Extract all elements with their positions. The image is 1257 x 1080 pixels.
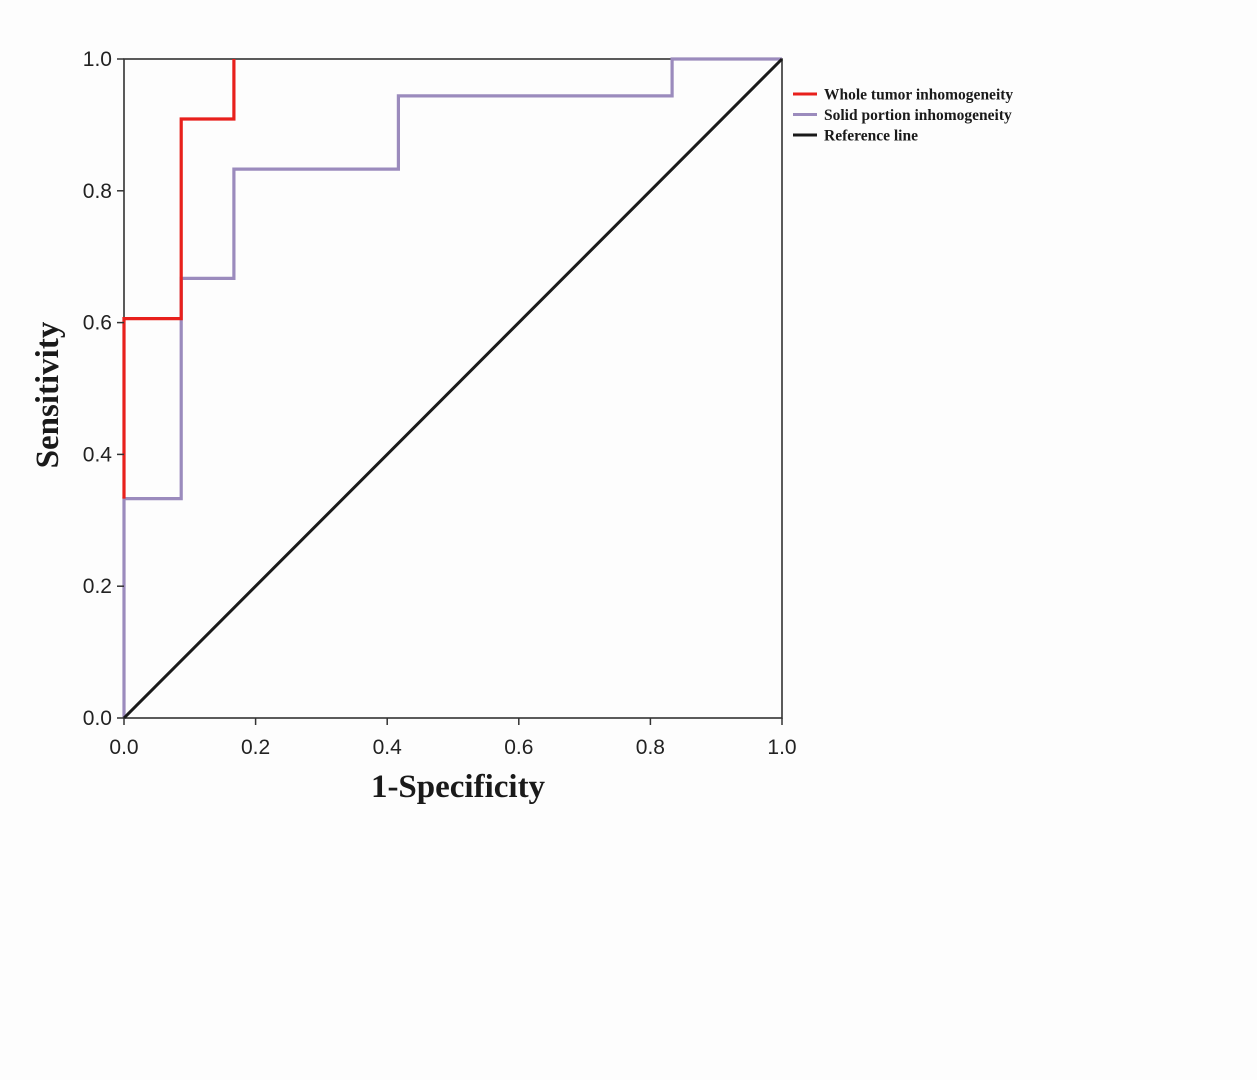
series-line-3	[122, 57, 784, 720]
y-tick-label: 1.0	[83, 48, 112, 71]
x-tick-label: 0.4	[373, 736, 403, 759]
axes-layer: 0.0 0.2 0.4 0.6 0.8 1.0 0.0 0.2 0.4 0.6 0.8 1.0	[83, 48, 797, 759]
y-tick-label: 0.8	[83, 180, 112, 203]
x-tick-label: 0.0	[109, 736, 138, 759]
y-axis-title: Sensitivity	[30, 321, 66, 468]
series-line-1	[122, 59, 236, 499]
legend: Whole tumor inhomogeneity Solid portion i…	[793, 87, 1013, 145]
x-tick-label: 0.2	[241, 736, 270, 759]
legend-label-1: Whole tumor inhomogeneity	[824, 87, 1013, 104]
series-layer	[122, 57, 784, 720]
legend-label-3: Reference line	[824, 128, 918, 145]
x-axis-title: 1-Specificity	[371, 769, 546, 805]
x-tick-label: 0.8	[636, 736, 665, 759]
y-tick-label: 0.0	[83, 707, 112, 730]
y-tick-label: 0.6	[83, 312, 112, 335]
y-tick-label: 0.2	[83, 575, 112, 598]
x-tick-label: 1.0	[767, 736, 796, 759]
x-tick-label: 0.6	[504, 736, 533, 759]
series-line-2	[122, 57, 782, 718]
y-tick-label: 0.4	[83, 443, 113, 466]
legend-label-2: Solid portion inhomogeneity	[824, 107, 1012, 124]
